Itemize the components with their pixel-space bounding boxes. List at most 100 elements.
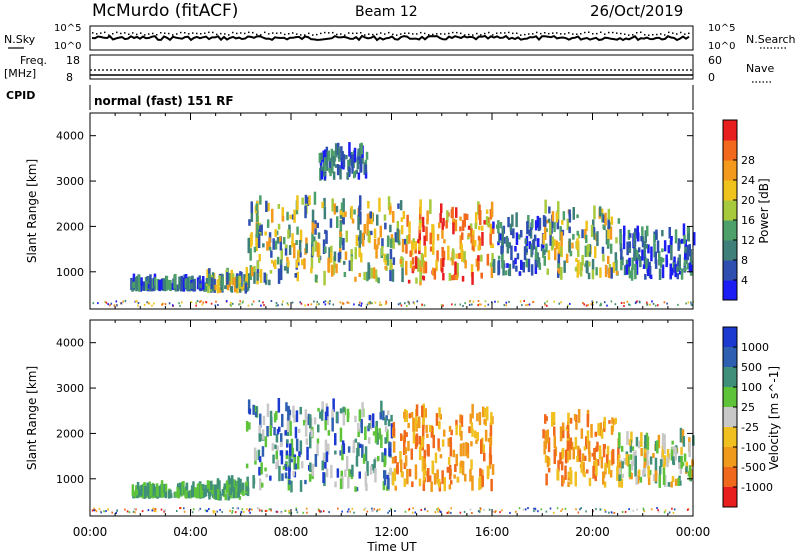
echo-cell	[284, 472, 288, 479]
echo-cell	[311, 246, 315, 256]
echo-cell	[423, 235, 426, 246]
echo-cell	[288, 465, 291, 479]
echo-cell	[337, 147, 341, 159]
echo-cell	[620, 445, 624, 452]
ground-scatter	[446, 511, 449, 514]
nsearch-point	[192, 32, 194, 34]
nsearch-point	[320, 32, 322, 35]
echo-cell	[400, 459, 403, 473]
echo-cell	[293, 243, 296, 259]
echo-cell	[324, 229, 327, 234]
echo-cell	[438, 222, 441, 229]
ground-scatter	[275, 304, 278, 307]
echo-cell	[605, 229, 609, 245]
ground-scatter	[368, 302, 370, 305]
colorbar-swatch	[723, 160, 737, 181]
echo-cell	[518, 234, 521, 240]
echo-cell	[226, 272, 229, 286]
echo-cell	[658, 466, 662, 475]
ground-scatter	[545, 510, 548, 513]
echo-cell	[666, 456, 669, 468]
ground-scatter	[263, 304, 265, 307]
echo-cell	[528, 241, 532, 250]
ground-scatter	[463, 510, 466, 513]
echo-cell	[360, 154, 364, 164]
echo-cell	[625, 454, 628, 465]
echo-cell	[269, 410, 273, 425]
echo-cell	[609, 243, 613, 254]
echo-cell	[253, 246, 257, 253]
echo-cell	[627, 229, 631, 240]
echo-cell	[634, 450, 637, 457]
echo-cell	[316, 242, 320, 257]
ground-scatter	[147, 302, 150, 305]
echo-cell	[352, 445, 355, 454]
nsearch-point	[172, 34, 174, 36]
echo-cell	[412, 428, 416, 444]
echo-cell	[366, 271, 369, 282]
echo-cell	[430, 425, 434, 438]
echo-cell	[287, 477, 291, 483]
echo-cell	[255, 203, 259, 212]
ground-scatter	[328, 511, 330, 514]
echo-cell	[431, 460, 434, 475]
y-tick-label: 2000	[56, 220, 84, 233]
echo-cell	[341, 214, 345, 224]
nsearch-point	[472, 34, 474, 36]
nsearch-point	[668, 31, 670, 34]
echo-cell	[242, 482, 245, 491]
echo-cell	[397, 203, 400, 209]
echo-cell	[419, 218, 422, 224]
ground-scatter	[363, 508, 365, 511]
echo-cell	[360, 142, 363, 155]
echo-cell	[292, 405, 295, 418]
echo-cell	[497, 260, 501, 274]
echo-cell	[210, 480, 213, 490]
echo-cell	[638, 247, 641, 253]
nsearch-point	[272, 32, 274, 34]
nsearch-point	[200, 33, 202, 35]
echo-cell	[482, 444, 485, 453]
echo-cell	[348, 142, 351, 157]
echo-cell	[259, 478, 262, 491]
ground-scatter	[592, 301, 594, 304]
ground-scatter	[492, 510, 494, 513]
echo-cell	[245, 486, 249, 492]
echo-cell	[381, 246, 384, 256]
nsearch-point	[208, 31, 210, 34]
echo-cell	[448, 464, 452, 480]
echo-cell	[561, 447, 565, 458]
echo-cell	[266, 426, 269, 437]
echo-cell	[461, 232, 464, 240]
nsearch-point	[316, 33, 318, 36]
ground-scatter	[691, 304, 693, 307]
echo-cell	[304, 479, 307, 485]
echo-cell	[248, 408, 252, 415]
echo-cell	[506, 241, 510, 254]
echo-cell	[657, 434, 661, 449]
ground-scatter	[636, 300, 638, 303]
echo-cell	[330, 464, 333, 479]
echo-cell	[163, 483, 166, 497]
ground-scatter	[231, 511, 233, 514]
ground-scatter	[423, 304, 426, 307]
echo-cell	[683, 453, 687, 462]
colorbar-swatch	[723, 467, 737, 488]
ground-scatter	[629, 303, 631, 306]
nsearch-point	[348, 32, 350, 34]
ground-scatter	[521, 304, 523, 307]
echo-cell	[491, 253, 494, 263]
echo-cell	[316, 222, 319, 229]
echo-cell	[560, 267, 563, 280]
echo-cell	[677, 238, 681, 244]
echo-cell	[305, 237, 308, 249]
echo-cell	[601, 246, 605, 254]
ground-scatter	[454, 303, 456, 306]
echo-cell	[330, 148, 334, 162]
ground-scatter	[532, 301, 534, 304]
echo-cell	[546, 219, 549, 224]
nsearch-point	[564, 33, 566, 35]
ground-scatter	[103, 510, 105, 513]
echo-cell	[309, 462, 312, 472]
colorbar-tick-label: 1000	[741, 341, 769, 354]
